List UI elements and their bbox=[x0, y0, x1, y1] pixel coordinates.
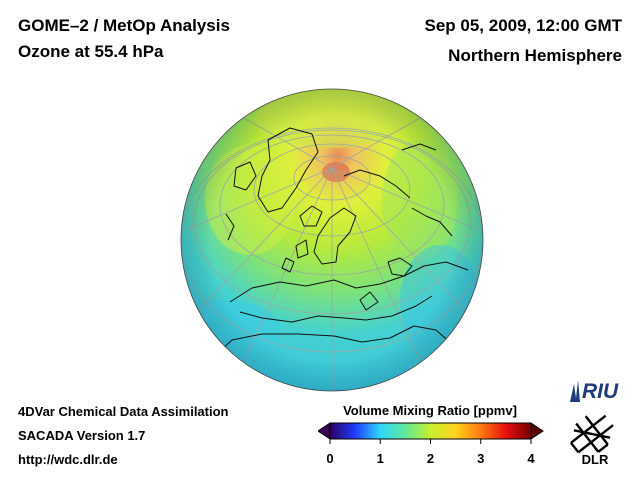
dlr-logo-text: DLR bbox=[582, 452, 609, 467]
footer-line1: 4DVar Chemical Data Assimilation bbox=[18, 404, 229, 419]
title-left-2: Ozone at 55.4 hPa bbox=[18, 42, 164, 61]
title-date: Sep 05, 2009, 12:00 GMT bbox=[424, 16, 623, 35]
riu-logo-text: RIU bbox=[582, 380, 619, 403]
riu-logo: RIU bbox=[570, 380, 619, 403]
colorbar-tick-label: 4 bbox=[527, 451, 535, 466]
title-left-1: GOME–2 / MetOp Analysis bbox=[18, 16, 230, 35]
globe-shade bbox=[181, 89, 483, 391]
colorbar-tick-label: 2 bbox=[426, 451, 435, 466]
colorbar-tick-label: 0 bbox=[326, 451, 334, 466]
globe-outline bbox=[180, 88, 484, 392]
colorbar-title: Volume Mixing Ratio [ppmv] bbox=[343, 403, 517, 418]
footer-url: http://wdc.dlr.de bbox=[18, 452, 118, 467]
colorbar-arrow-left bbox=[318, 422, 331, 440]
colorbar-ticks bbox=[329, 439, 532, 444]
dlr-logo: DLR bbox=[570, 414, 614, 467]
colorbar-bar bbox=[329, 422, 532, 440]
title-hemisphere: Northern Hemisphere bbox=[448, 46, 622, 65]
colorbar-arrow-right bbox=[530, 422, 544, 440]
footer-line2: SACADA Version 1.7 bbox=[18, 428, 146, 443]
colorbar-tick-label: 1 bbox=[376, 451, 384, 466]
colorbar-tick-label: 3 bbox=[477, 451, 485, 466]
colorbar bbox=[318, 422, 544, 444]
